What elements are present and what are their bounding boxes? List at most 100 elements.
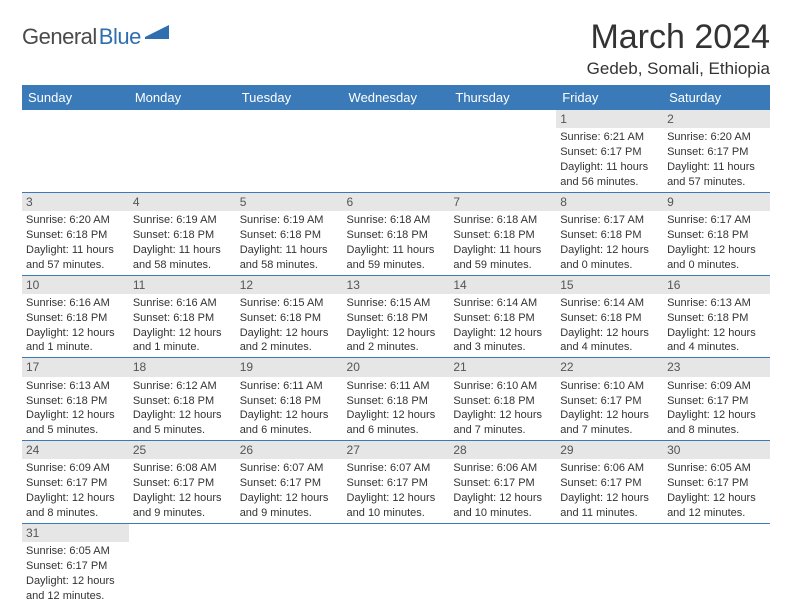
day-number: 8 (556, 193, 663, 211)
location: Gedeb, Somali, Ethiopia (587, 59, 770, 79)
daylight-text: Daylight: 12 hours and 12 minutes. (26, 574, 125, 604)
daylight-text: Daylight: 12 hours and 5 minutes. (133, 408, 232, 438)
day-details: Sunrise: 6:07 AMSunset: 6:17 PMDaylight:… (236, 459, 343, 522)
calendar-day: 10Sunrise: 6:16 AMSunset: 6:18 PMDayligh… (22, 275, 129, 358)
calendar-day (22, 110, 129, 192)
daylight-text: Daylight: 12 hours and 10 minutes. (347, 491, 446, 521)
day-number: 14 (449, 276, 556, 294)
day-number: 11 (129, 276, 236, 294)
daylight-text: Daylight: 11 hours and 57 minutes. (26, 243, 125, 273)
daylight-text: Daylight: 11 hours and 58 minutes. (133, 243, 232, 273)
day-number: 1 (556, 110, 663, 128)
calendar-day: 12Sunrise: 6:15 AMSunset: 6:18 PMDayligh… (236, 275, 343, 358)
daylight-text: Daylight: 12 hours and 8 minutes. (26, 491, 125, 521)
weekday-header: Thursday (449, 85, 556, 110)
calendar-day (663, 523, 770, 605)
day-details: Sunrise: 6:05 AMSunset: 6:17 PMDaylight:… (22, 542, 129, 605)
calendar-week: 1Sunrise: 6:21 AMSunset: 6:17 PMDaylight… (22, 110, 770, 192)
daylight-text: Daylight: 12 hours and 1 minute. (133, 326, 232, 356)
weekday-header: Sunday (22, 85, 129, 110)
day-number: 20 (343, 358, 450, 376)
day-details: Sunrise: 6:16 AMSunset: 6:18 PMDaylight:… (22, 294, 129, 357)
sunset-text: Sunset: 6:18 PM (26, 228, 125, 243)
sunset-text: Sunset: 6:17 PM (560, 476, 659, 491)
day-details: Sunrise: 6:06 AMSunset: 6:17 PMDaylight:… (449, 459, 556, 522)
sunrise-text: Sunrise: 6:19 AM (133, 213, 232, 228)
sunset-text: Sunset: 6:17 PM (560, 145, 659, 160)
calendar-day: 11Sunrise: 6:16 AMSunset: 6:18 PMDayligh… (129, 275, 236, 358)
day-number: 30 (663, 441, 770, 459)
daylight-text: Daylight: 11 hours and 58 minutes. (240, 243, 339, 273)
calendar-day: 2Sunrise: 6:20 AMSunset: 6:17 PMDaylight… (663, 110, 770, 192)
calendar-day: 4 Sunrise: 6:19 AMSunset: 6:18 PMDaylight… (129, 192, 236, 275)
day-number: 28 (449, 441, 556, 459)
sunset-text: Sunset: 6:17 PM (560, 394, 659, 409)
day-number: 9 (663, 193, 770, 211)
calendar-week: 24Sunrise: 6:09 AMSunset: 6:17 PMDayligh… (22, 441, 770, 524)
calendar-day: 28Sunrise: 6:06 AMSunset: 6:17 PMDayligh… (449, 441, 556, 524)
sunset-text: Sunset: 6:18 PM (667, 311, 766, 326)
daylight-text: Daylight: 12 hours and 4 minutes. (560, 326, 659, 356)
calendar-day: 19Sunrise: 6:11 AMSunset: 6:18 PMDayligh… (236, 358, 343, 441)
sunrise-text: Sunrise: 6:10 AM (560, 379, 659, 394)
calendar-day: 1Sunrise: 6:21 AMSunset: 6:17 PMDaylight… (556, 110, 663, 192)
sunrise-text: Sunrise: 6:10 AM (453, 379, 552, 394)
weekday-header: Tuesday (236, 85, 343, 110)
sunrise-text: Sunrise: 6:16 AM (133, 296, 232, 311)
daylight-text: Daylight: 12 hours and 6 minutes. (347, 408, 446, 438)
day-details: Sunrise: 6:15 AMSunset: 6:18 PMDaylight:… (343, 294, 450, 357)
day-number: 29 (556, 441, 663, 459)
calendar-day: 13Sunrise: 6:15 AMSunset: 6:18 PMDayligh… (343, 275, 450, 358)
sunrise-text: Sunrise: 6:11 AM (347, 379, 446, 394)
day-details: Sunrise: 6:17 AMSunset: 6:18 PMDaylight:… (556, 211, 663, 274)
calendar-day: 27Sunrise: 6:07 AMSunset: 6:17 PMDayligh… (343, 441, 450, 524)
calendar-day: 6Sunrise: 6:18 AMSunset: 6:18 PMDaylight… (343, 192, 450, 275)
day-details: Sunrise: 6:12 AMSunset: 6:18 PMDaylight:… (129, 377, 236, 440)
calendar-day (449, 110, 556, 192)
day-number: 12 (236, 276, 343, 294)
day-details: Sunrise: 6:14 AMSunset: 6:18 PMDaylight:… (556, 294, 663, 357)
sunrise-text: Sunrise: 6:17 AM (667, 213, 766, 228)
sunset-text: Sunset: 6:18 PM (240, 311, 339, 326)
daylight-text: Daylight: 12 hours and 0 minutes. (560, 243, 659, 273)
sunset-text: Sunset: 6:18 PM (26, 394, 125, 409)
header: GeneralBlue March 2024 Gedeb, Somali, Et… (22, 18, 770, 79)
calendar-day (129, 110, 236, 192)
calendar-day: 17Sunrise: 6:13 AMSunset: 6:18 PMDayligh… (22, 358, 129, 441)
logo-text-blue: Blue (99, 24, 141, 50)
daylight-text: Daylight: 12 hours and 9 minutes. (133, 491, 232, 521)
weekday-header: Monday (129, 85, 236, 110)
calendar-day: 29Sunrise: 6:06 AMSunset: 6:17 PMDayligh… (556, 441, 663, 524)
sunset-text: Sunset: 6:18 PM (133, 394, 232, 409)
day-details: Sunrise: 6:09 AMSunset: 6:17 PMDaylight:… (22, 459, 129, 522)
calendar-week: 10Sunrise: 6:16 AMSunset: 6:18 PMDayligh… (22, 275, 770, 358)
sunrise-text: Sunrise: 6:20 AM (667, 130, 766, 145)
day-details: Sunrise: 6:13 AMSunset: 6:18 PMDaylight:… (22, 377, 129, 440)
calendar-day: 23Sunrise: 6:09 AMSunset: 6:17 PMDayligh… (663, 358, 770, 441)
sunrise-text: Sunrise: 6:05 AM (667, 461, 766, 476)
daylight-text: Daylight: 12 hours and 7 minutes. (453, 408, 552, 438)
calendar-day: 7Sunrise: 6:18 AMSunset: 6:18 PMDaylight… (449, 192, 556, 275)
daylight-text: Daylight: 12 hours and 10 minutes. (453, 491, 552, 521)
day-number: 3 (22, 193, 129, 211)
sunset-text: Sunset: 6:17 PM (26, 559, 125, 574)
sunrise-text: Sunrise: 6:19 AM (240, 213, 339, 228)
calendar-body: 1Sunrise: 6:21 AMSunset: 6:17 PMDaylight… (22, 110, 770, 606)
sunrise-text: Sunrise: 6:15 AM (347, 296, 446, 311)
day-number: 4 (129, 193, 236, 211)
sunset-text: Sunset: 6:18 PM (453, 394, 552, 409)
day-details: Sunrise: 6:13 AMSunset: 6:18 PMDaylight:… (663, 294, 770, 357)
day-details: Sunrise: 6:15 AMSunset: 6:18 PMDaylight:… (236, 294, 343, 357)
calendar-day: 22Sunrise: 6:10 AMSunset: 6:17 PMDayligh… (556, 358, 663, 441)
sunset-text: Sunset: 6:17 PM (667, 145, 766, 160)
calendar-day: 24Sunrise: 6:09 AMSunset: 6:17 PMDayligh… (22, 441, 129, 524)
calendar-day: 21Sunrise: 6:10 AMSunset: 6:18 PMDayligh… (449, 358, 556, 441)
sunset-text: Sunset: 6:18 PM (133, 228, 232, 243)
weekday-header: Wednesday (343, 85, 450, 110)
sunset-text: Sunset: 6:17 PM (133, 476, 232, 491)
sunset-text: Sunset: 6:18 PM (560, 311, 659, 326)
sunrise-text: Sunrise: 6:18 AM (347, 213, 446, 228)
sunset-text: Sunset: 6:18 PM (560, 228, 659, 243)
page-title: March 2024 (587, 18, 770, 57)
flag-icon (145, 23, 173, 46)
